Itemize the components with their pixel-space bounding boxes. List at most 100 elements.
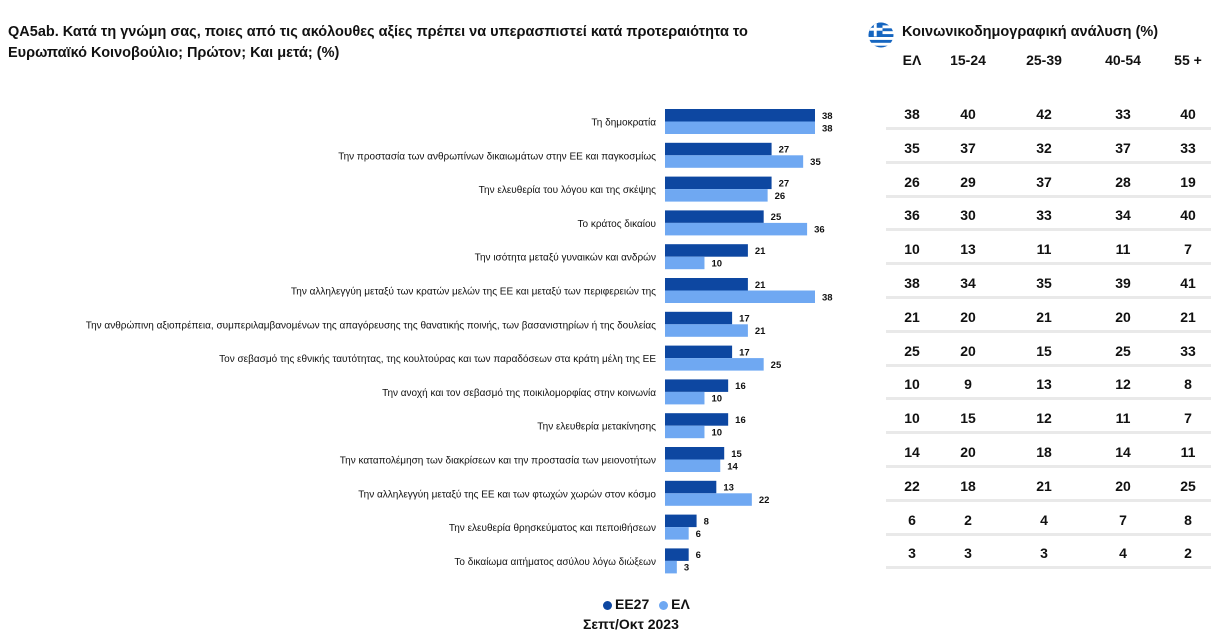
table-row: 6 2 4 7 8 bbox=[886, 506, 1211, 536]
bar-el bbox=[665, 121, 815, 134]
bar-el bbox=[665, 256, 705, 270]
value-label-eu27: 8 bbox=[704, 516, 709, 527]
legend-eu27-marker bbox=[603, 600, 612, 610]
bar-eu27 bbox=[665, 413, 729, 426]
table-cell: 7 bbox=[1184, 410, 1192, 427]
table-row: 3 3 3 4 2 bbox=[886, 539, 1211, 570]
legend-el-marker bbox=[659, 600, 669, 610]
value-label-eu27: 27 bbox=[779, 178, 790, 189]
row-divider bbox=[886, 566, 1211, 570]
table-cell: 11 bbox=[1115, 241, 1131, 258]
table-cell: 39 bbox=[1115, 275, 1131, 291]
category-label: Το κράτος δικαίου bbox=[578, 218, 657, 230]
value-label-eu27: 17 bbox=[739, 314, 750, 325]
table-cell: 4 bbox=[1040, 511, 1048, 528]
bar-el bbox=[665, 324, 748, 337]
table-cell: 25 bbox=[1115, 342, 1131, 359]
table-cell: 40 bbox=[1180, 207, 1196, 224]
bar-eu27 bbox=[665, 176, 772, 190]
table-cell: 3 bbox=[1040, 545, 1048, 562]
table-cell: 20 bbox=[960, 308, 976, 325]
table-cell: 33 bbox=[1180, 342, 1196, 359]
table-row: 22 18 21 20 25 bbox=[886, 472, 1211, 502]
bar-el bbox=[665, 358, 764, 371]
bar-el bbox=[665, 425, 705, 439]
category-label: Την ανοχή και τον σεβασμό της ποικιλομορ… bbox=[382, 387, 656, 399]
table-row: 35 37 32 37 33 bbox=[886, 134, 1211, 164]
table-row: 26 29 37 28 19 bbox=[886, 168, 1211, 198]
table-cell: 8 bbox=[1184, 511, 1192, 528]
table-row: 10 13 11 11 7 bbox=[886, 235, 1211, 266]
value-label-el: 26 bbox=[775, 191, 786, 202]
table-cell: 28 bbox=[1115, 173, 1131, 190]
value-label-el: 25 bbox=[771, 360, 782, 371]
table-cell: 38 bbox=[904, 275, 920, 291]
value-label-eu27: 17 bbox=[739, 347, 750, 358]
legend-eu27-label: ΕΕ27 bbox=[615, 596, 650, 612]
table-title: Κοινωνικοδημογραφική ανάλυση (%) bbox=[902, 24, 1159, 40]
value-label-el: 6 bbox=[696, 529, 701, 540]
table-cell: 2 bbox=[1184, 545, 1192, 562]
table-cell: 34 bbox=[1115, 207, 1131, 224]
table-cell: 21 bbox=[1180, 308, 1196, 325]
table-cell: 10 bbox=[904, 241, 920, 258]
table-cell: 36 bbox=[904, 207, 920, 224]
row-divider bbox=[886, 532, 1211, 536]
table-cell: 40 bbox=[1180, 106, 1196, 122]
table-row: 10 9 13 12 8 bbox=[886, 370, 1211, 401]
table-cell: 14 bbox=[1115, 444, 1131, 460]
category-label: Την καταπολέμηση των διακρίσεων και την … bbox=[340, 455, 656, 467]
bar-eu27 bbox=[665, 142, 772, 156]
table-cell: 18 bbox=[960, 477, 976, 494]
table-cell: 13 bbox=[1036, 376, 1052, 393]
category-label: Την ελευθερία θρησκεύματος και πεποιθήσε… bbox=[449, 522, 656, 534]
category-label: Τον σεβασμό της εθνικής ταυτότητας, της … bbox=[219, 353, 656, 365]
table-cell: 9 bbox=[964, 376, 972, 393]
bar-eu27 bbox=[665, 379, 729, 392]
table-row: 38 34 35 39 41 bbox=[886, 269, 1211, 299]
bar-el bbox=[665, 391, 705, 405]
bar-el bbox=[665, 155, 804, 168]
row-divider bbox=[886, 194, 1211, 198]
table-cell: 11 bbox=[1180, 444, 1196, 460]
table-cell: 8 bbox=[1184, 376, 1192, 393]
table-cell: 12 bbox=[1036, 410, 1052, 427]
value-label-eu27: 16 bbox=[735, 415, 746, 426]
category-label: Την προστασία των ανθρωπίνων δικαιωμάτων… bbox=[338, 150, 656, 162]
value-label-el: 10 bbox=[711, 258, 722, 269]
value-label-el: 38 bbox=[822, 123, 833, 134]
bar-eu27 bbox=[665, 109, 815, 122]
row-divider bbox=[886, 296, 1211, 299]
col-header-55-plus: 55 + bbox=[1174, 52, 1202, 68]
table-cell: 10 bbox=[904, 410, 920, 427]
table-cell: 20 bbox=[960, 444, 976, 460]
table-cell: 40 bbox=[960, 106, 976, 122]
table-cell: 33 bbox=[1115, 106, 1131, 122]
table-row: 38 40 42 33 40 bbox=[886, 100, 1211, 130]
bar-eu27 bbox=[665, 480, 717, 494]
value-label-eu27: 15 bbox=[731, 449, 742, 460]
table-row: 25 20 15 25 33 bbox=[886, 337, 1211, 367]
row-divider bbox=[886, 160, 1211, 164]
bar-el bbox=[665, 189, 768, 202]
table-cell: 42 bbox=[1036, 106, 1052, 122]
table-cell: 33 bbox=[1180, 139, 1196, 156]
bar-el bbox=[665, 222, 808, 236]
col-header-15-24: 15-24 bbox=[950, 52, 986, 68]
table-cell: 6 bbox=[908, 511, 916, 528]
value-label-el: 21 bbox=[755, 326, 766, 337]
category-label: Την αλληλεγγύη μεταξύ των κρατών μελών τ… bbox=[291, 286, 656, 298]
value-label-el: 3 bbox=[684, 563, 689, 574]
value-label-el: 10 bbox=[711, 427, 722, 438]
row-divider bbox=[886, 329, 1211, 333]
greece-flag-icon bbox=[868, 22, 894, 48]
value-label-el: 22 bbox=[759, 495, 770, 506]
table-cell: 29 bbox=[960, 173, 976, 190]
bar-eu27 bbox=[665, 447, 725, 460]
bar-eu27 bbox=[665, 548, 689, 561]
table-row: 10 15 12 11 7 bbox=[886, 404, 1211, 435]
row-divider bbox=[886, 262, 1211, 266]
table-cell: 7 bbox=[1119, 511, 1127, 528]
category-label: Την ελευθερία του λόγου και της σκέψης bbox=[479, 184, 657, 196]
